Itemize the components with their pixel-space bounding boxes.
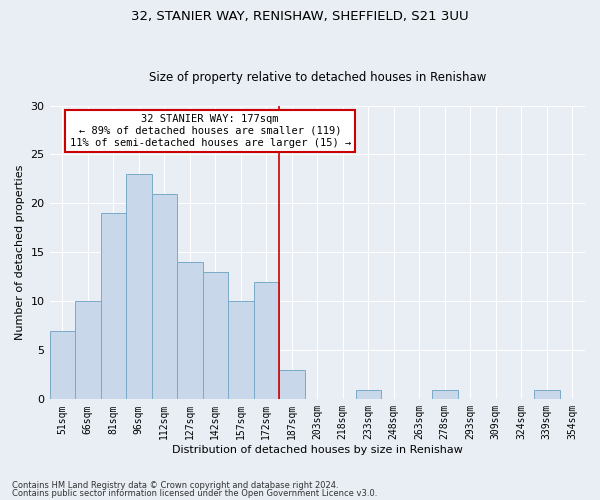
Text: Contains HM Land Registry data © Crown copyright and database right 2024.: Contains HM Land Registry data © Crown c…	[12, 481, 338, 490]
Bar	[254, 282, 279, 400]
Text: 32 STANIER WAY: 177sqm
← 89% of detached houses are smaller (119)
11% of semi-de: 32 STANIER WAY: 177sqm ← 89% of detached…	[70, 114, 351, 148]
Bar	[177, 262, 203, 400]
Text: Contains public sector information licensed under the Open Government Licence v3: Contains public sector information licen…	[12, 488, 377, 498]
Bar	[203, 272, 228, 400]
Bar	[152, 194, 177, 400]
Bar	[50, 331, 75, 400]
Bar	[279, 370, 305, 400]
Bar	[101, 213, 126, 400]
Title: Size of property relative to detached houses in Renishaw: Size of property relative to detached ho…	[149, 70, 486, 84]
Bar	[432, 390, 458, 400]
Bar	[228, 302, 254, 400]
Y-axis label: Number of detached properties: Number of detached properties	[15, 164, 25, 340]
X-axis label: Distribution of detached houses by size in Renishaw: Distribution of detached houses by size …	[172, 445, 463, 455]
Bar	[534, 390, 560, 400]
Bar	[126, 174, 152, 400]
Bar	[356, 390, 381, 400]
Text: 32, STANIER WAY, RENISHAW, SHEFFIELD, S21 3UU: 32, STANIER WAY, RENISHAW, SHEFFIELD, S2…	[131, 10, 469, 23]
Bar	[75, 302, 101, 400]
